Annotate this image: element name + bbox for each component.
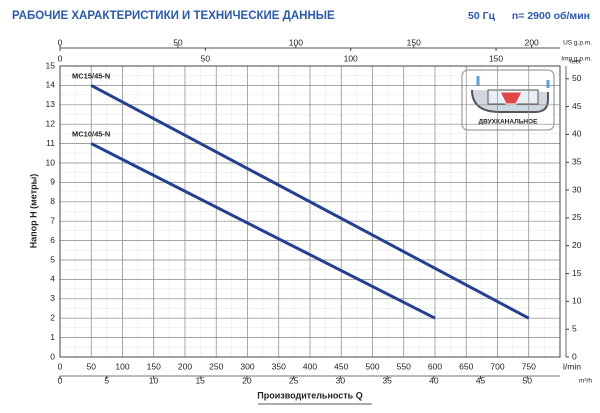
y2-tick-label: 5 — [572, 323, 577, 333]
series-label: MC10/45-N — [72, 130, 110, 139]
y2-tick-label: 40 — [572, 129, 582, 139]
y-tick-label: 6 — [50, 235, 55, 245]
secondary-tick-label: 0 — [58, 375, 63, 385]
y-tick-label: 7 — [50, 215, 55, 225]
series-line — [90, 84, 530, 320]
secondary-tick-label: 150 — [407, 37, 421, 47]
x-tick-label: 600 — [428, 361, 442, 371]
y2-tick-label: 10 — [572, 296, 582, 306]
x-tick-label: 350 — [272, 361, 286, 371]
y-tick-label: 3 — [50, 293, 55, 303]
y2-tick-label: 0 — [572, 351, 577, 361]
x-tick-label: 400 — [303, 361, 317, 371]
y-tick-label: 14 — [46, 80, 56, 90]
series-label: MC15/45-N — [72, 71, 110, 80]
secondary-tick-label: 150 — [489, 53, 503, 63]
y-tick-label: 8 — [50, 196, 55, 206]
secondary-tick-label: 40 — [429, 375, 439, 385]
y-tick-label: 13 — [46, 99, 56, 109]
axis-unit: US g.p.m. — [563, 40, 592, 47]
y-tick-label: 9 — [50, 177, 55, 187]
plot-frame — [59, 65, 561, 358]
secondary-tick-label: 20 — [242, 375, 252, 385]
secondary-tick-label: 15 — [195, 375, 205, 385]
x-tick-label: 150 — [147, 361, 161, 371]
secondary-tick-label: 50 — [173, 37, 183, 47]
x-tick-label: 500 — [365, 361, 379, 371]
y-tick-label: 2 — [50, 312, 55, 322]
y2-tick-label: 15 — [572, 268, 582, 278]
axis-unit: feet — [570, 59, 581, 66]
y-tick-label: 11 — [46, 138, 55, 148]
y2-tick-label: 20 — [572, 240, 582, 250]
x-tick-label: 750 — [522, 361, 536, 371]
y2-tick-label: 30 — [572, 184, 582, 194]
y-tick-label: 4 — [50, 274, 55, 284]
x-tick-label: 550 — [397, 361, 411, 371]
secondary-tick-label: 30 — [336, 375, 346, 385]
y-axis-label: Напор H (метры) — [28, 174, 38, 249]
x-tick-label: 50 — [87, 361, 97, 371]
x-unit: l/min — [563, 361, 581, 371]
speed: n= 2900 об/мин — [512, 10, 590, 22]
secondary-tick-label: 100 — [289, 37, 303, 47]
secondary-tick-label: 200 — [525, 37, 539, 47]
chart-title: РАБОЧИЕ ХАРАКТЕРИСТИКИ И ТЕХНИЧЕСКИЕ ДАН… — [12, 10, 335, 22]
secondary-tick-label: 0 — [58, 37, 63, 47]
y2-tick-label: 45 — [572, 101, 582, 111]
x-tick-label: 650 — [459, 361, 473, 371]
secondary-tick-label: 50 — [201, 53, 211, 63]
y2-tick-label: 25 — [572, 212, 582, 222]
x-tick-label: 450 — [334, 361, 348, 371]
x-tick-label: 700 — [490, 361, 504, 371]
inset-label: ДВУХКАНАЛЬНОЕ — [479, 119, 539, 126]
y2-tick-label: 35 — [572, 157, 582, 167]
secondary-tick-label: 35 — [382, 375, 392, 385]
inset: ДВУХКАНАЛЬНОЕ — [461, 69, 555, 131]
secondary-tick-label: 0 — [58, 53, 63, 63]
axis-unit: m³/h — [579, 378, 592, 385]
y-tick-label: 1 — [50, 332, 55, 342]
x-tick-label: 0 — [58, 361, 63, 371]
secondary-tick-label: 5 — [104, 375, 109, 385]
y-tick-label: 0 — [50, 351, 55, 361]
y2-tick-label: 50 — [572, 73, 582, 83]
x-axis-label: Производительность Q — [257, 390, 362, 400]
x-tick-label: 250 — [209, 361, 223, 371]
y-tick-label: 10 — [46, 157, 56, 167]
x-tick-label: 300 — [240, 361, 254, 371]
y-tick-label: 15 — [46, 60, 56, 70]
secondary-tick-label: 25 — [289, 375, 299, 385]
x-tick-label: 100 — [115, 361, 129, 371]
frequency: 50 Гц — [468, 10, 496, 22]
series-line — [90, 142, 436, 320]
secondary-tick-label: 45 — [476, 375, 486, 385]
secondary-tick-label: 10 — [149, 375, 159, 385]
axis-unit: Imp g.p.m. — [561, 56, 592, 63]
secondary-tick-label: 100 — [344, 53, 358, 63]
x-tick-label: 200 — [178, 361, 192, 371]
secondary-tick-label: 50 — [523, 375, 533, 385]
y-tick-label: 5 — [50, 254, 55, 264]
y-tick-label: 12 — [46, 118, 56, 128]
